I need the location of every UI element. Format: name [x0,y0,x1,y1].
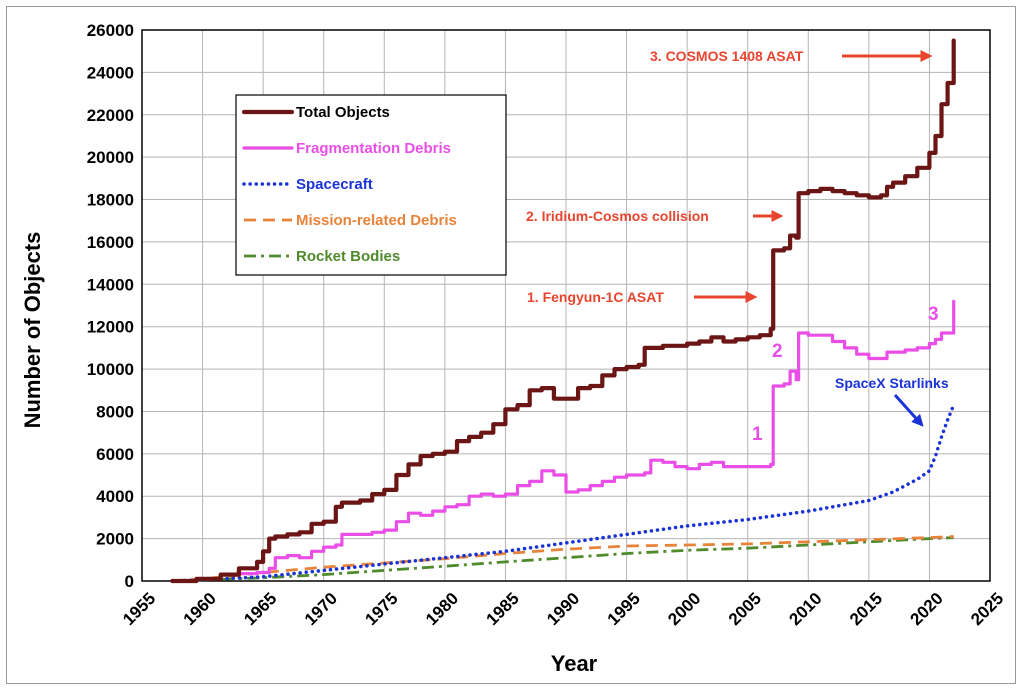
y-axis-title: Number of Objects [20,232,45,429]
y-tick-label: 24000 [87,63,134,82]
series-total-objects-line [170,38,956,584]
x-axis-title: Year [551,651,598,676]
series-spacecraft-line [170,403,956,583]
x-tick-label: 2020 [907,589,947,629]
x-tick-label: 1965 [240,589,280,629]
annotation-starlinks: SpaceX Starlinks [835,375,949,391]
marker-3: 3 [928,304,939,325]
y-tick-label: 22000 [87,106,134,125]
x-tick-label: 1980 [422,589,462,629]
x-tick-label: 2025 [967,589,1007,629]
legend-label: Fragmentation Debris [296,140,451,157]
x-tick-label: 1970 [301,589,341,629]
marker-2: 2 [772,341,783,362]
series-rocket-bodies-line [172,536,954,583]
marker-1: 1 [752,424,763,445]
annotation-iridium-cosmos: 2. Iridium-Cosmos collision [526,208,709,224]
x-tick-label: 1985 [483,589,523,629]
y-tick-label: 26000 [87,21,134,40]
series-fragmentation-debris-line [219,299,956,577]
y-tick-label: 2000 [96,530,134,549]
annotation-fengyun: 1. Fengyun-1C ASAT [527,289,664,305]
legend-label: Rocket Bodies [296,248,400,265]
x-tick-label: 2010 [785,589,825,629]
chart-frame [6,6,1016,684]
legend-label: Spacecraft [296,176,373,193]
x-tick-label: 2000 [664,589,704,629]
y-tick-label: 18000 [87,191,134,210]
x-tick-label: 1990 [543,589,583,629]
annotations: 3. COSMOS 1408 ASAT 2. Iridium-Cosmos co… [526,48,949,445]
arrow-starlinks [893,393,924,427]
y-tick-label: 6000 [96,445,134,464]
x-tick-labels: 1955 1960 1965 1970 1975 1980 1985 1990 1995 2000… [119,589,1007,629]
series-layer [170,38,956,584]
legend: Total Objects Fragmentation Debris Spacecr… [235,94,507,276]
x-tick-label: 2015 [846,589,886,629]
x-tick-label: 2005 [725,589,765,629]
y-tick-label: 12000 [87,318,134,337]
y-tick-label: 14000 [87,275,134,294]
y-tick-labels: 0 2000 4000 6000 8000 10000 12000 14000 16000 180… [87,21,134,591]
y-tick-label: 10000 [87,360,134,379]
legend-label: Total Objects [296,104,390,121]
plot-area [141,29,991,582]
x-tick-label: 1995 [604,589,644,629]
y-tick-label: 8000 [96,402,134,421]
x-tick-label: 1955 [119,589,159,629]
y-tick-label: 20000 [87,148,134,167]
x-tick-label: 1960 [180,589,220,629]
annotation-cosmos-1408: 3. COSMOS 1408 ASAT [650,48,804,64]
y-tick-label: 4000 [96,487,134,506]
y-tick-label: 0 [125,572,134,591]
y-tick-label: 16000 [87,233,134,252]
legend-label: Mission-related Debris [296,212,457,229]
x-tick-label: 1975 [361,589,401,629]
